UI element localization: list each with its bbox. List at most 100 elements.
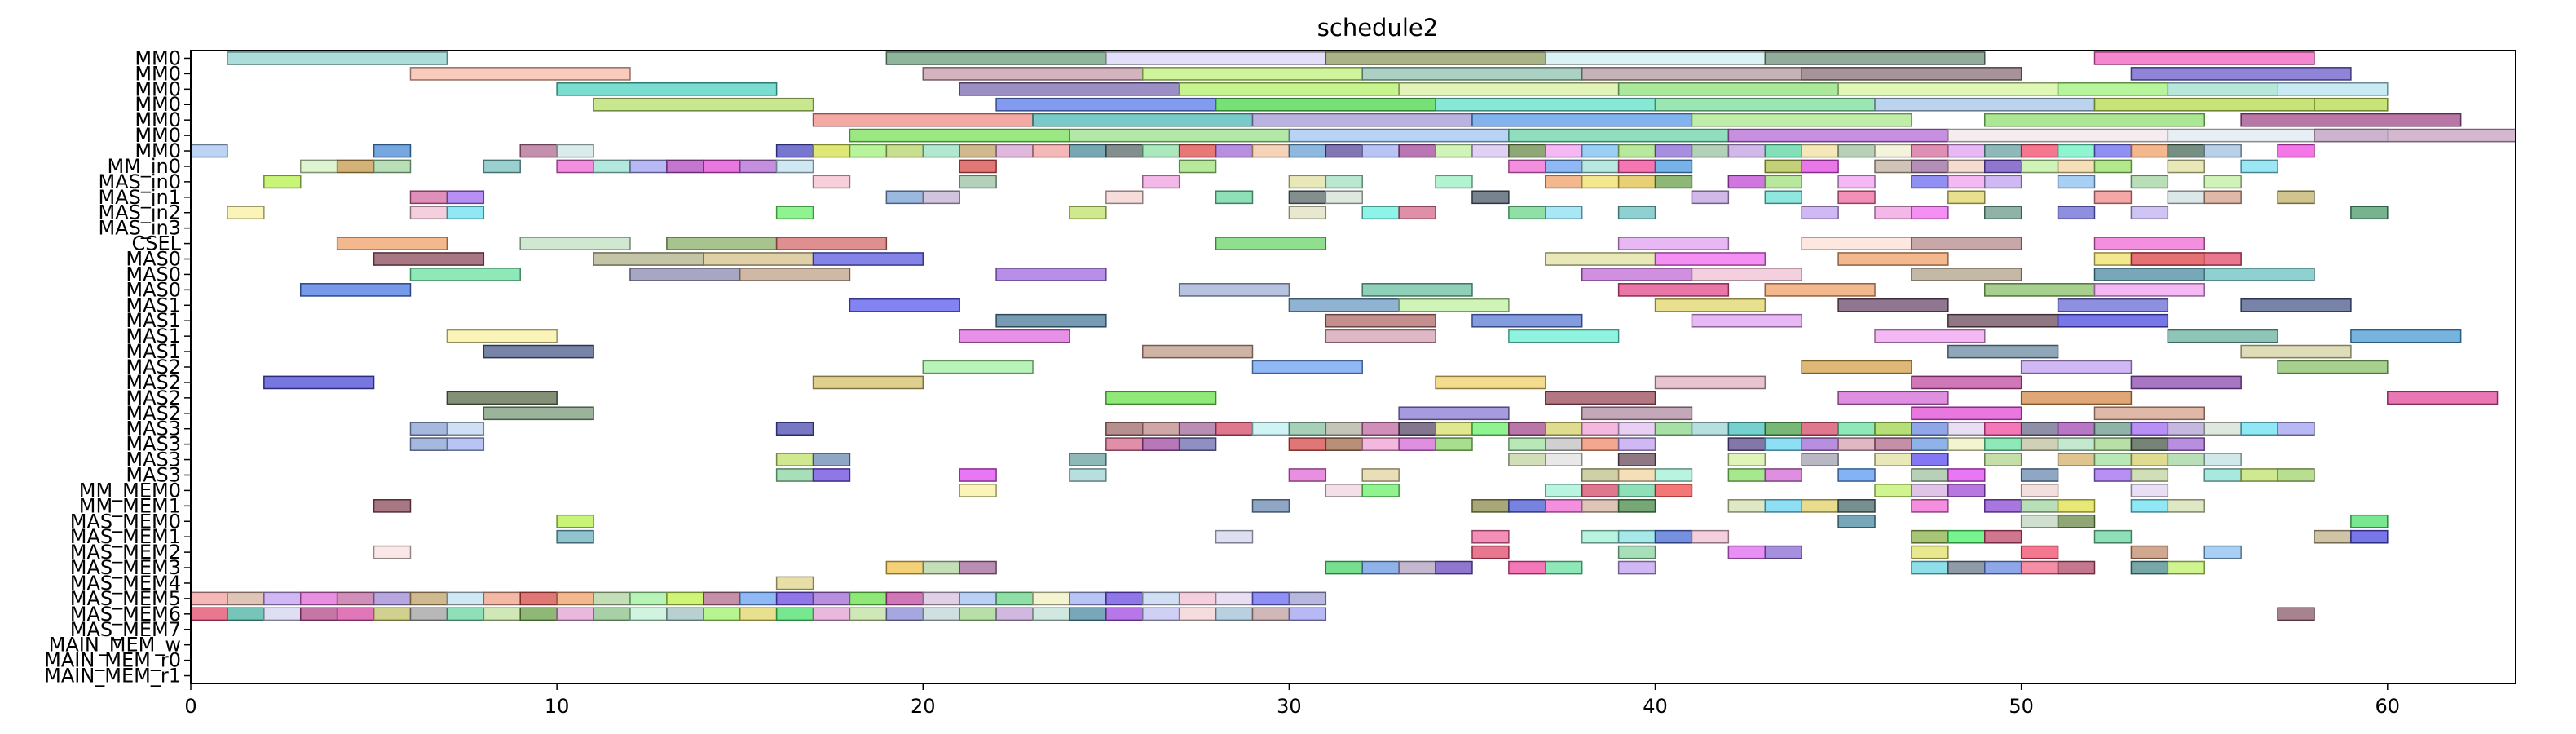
- task-bar: [1069, 144, 1107, 158]
- task-bar: [2350, 514, 2389, 528]
- y-tick-label: CSEL: [131, 232, 181, 255]
- task-bar: [995, 144, 1034, 158]
- task-bar: [849, 298, 960, 312]
- task-bar: [1581, 159, 1620, 174]
- task-bar: [1984, 283, 2096, 297]
- task-bar: [1105, 144, 1144, 158]
- task-bar: [1984, 453, 2022, 466]
- task-bar: [1325, 175, 1363, 189]
- task-bar: [1215, 144, 1254, 158]
- task-bar: [446, 206, 485, 220]
- task-bar: [775, 237, 888, 250]
- task-bar: [2167, 499, 2205, 513]
- task-bar: [885, 190, 924, 205]
- task-bar: [1727, 468, 1767, 482]
- task-bar: [1984, 529, 2022, 544]
- task-bar: [2277, 190, 2315, 205]
- task-bar: [446, 190, 485, 205]
- task-bar: [1069, 128, 1290, 143]
- task-bar: [2093, 159, 2133, 174]
- task-bar: [1874, 437, 1912, 451]
- task-bar: [2130, 484, 2169, 497]
- task-bar: [2167, 560, 2205, 575]
- y-tick-label: MM_in0: [107, 155, 181, 178]
- task-bar: [1141, 144, 1180, 158]
- task-bar: [373, 252, 485, 266]
- task-bar: [1251, 113, 1473, 127]
- y-tick-label: MAS2: [126, 387, 181, 409]
- task-bar: [373, 607, 412, 621]
- task-bar: [227, 206, 265, 220]
- task-bar: [1801, 237, 1912, 250]
- y-tick-label: MAS2: [126, 402, 181, 425]
- task-bar: [1617, 560, 1656, 575]
- task-bar: [2130, 175, 2169, 189]
- task-bar: [1361, 560, 1400, 575]
- task-bar: [1764, 51, 1986, 65]
- task-bar: [812, 175, 851, 189]
- task-bar: [1727, 437, 1767, 451]
- task-bar: [1764, 437, 1802, 451]
- task-bar: [556, 82, 778, 96]
- task-bar: [1508, 159, 1546, 174]
- task-bar: [1288, 175, 1327, 189]
- task-bar: [812, 144, 851, 158]
- task-bar: [1325, 437, 1363, 451]
- task-bar: [1947, 468, 1986, 482]
- task-bar: [812, 468, 851, 482]
- task-bar: [2130, 206, 2169, 220]
- task-bar: [593, 252, 704, 266]
- task-bar: [2240, 298, 2352, 312]
- task-bar: [1251, 360, 1363, 374]
- task-bar: [1215, 529, 1254, 544]
- task-bar: [1581, 499, 1620, 513]
- task-bar: [2350, 329, 2462, 343]
- task-bar: [2057, 514, 2096, 528]
- task-bar: [1398, 206, 1436, 220]
- task-bar: [2277, 607, 2315, 621]
- task-bar: [1032, 607, 1070, 621]
- task-bar: [995, 268, 1107, 281]
- task-bar: [2203, 545, 2242, 559]
- task-bar: [1727, 128, 1949, 143]
- task-bar: [299, 607, 338, 621]
- task-bar: [556, 607, 594, 621]
- task-bar: [2020, 545, 2059, 559]
- task-bar: [1691, 190, 1730, 205]
- task-bar: [2057, 453, 2096, 466]
- task-bar: [1435, 97, 1656, 112]
- task-bar: [446, 607, 485, 621]
- task-bar: [1105, 190, 1144, 205]
- task-bar: [1984, 113, 2205, 127]
- task-bar: [2240, 344, 2352, 359]
- y-tick-label: MAS1: [126, 294, 181, 316]
- task-bar: [812, 453, 851, 466]
- task-bar: [1727, 499, 1767, 513]
- task-bar: [1288, 206, 1327, 220]
- task-bar: [446, 591, 485, 606]
- task-bar: [2167, 453, 2205, 466]
- task-bar: [1911, 545, 1949, 559]
- task-bar: [1654, 252, 1767, 266]
- task-bar: [959, 82, 1180, 96]
- task-bar: [2057, 422, 2096, 436]
- task-bar: [263, 607, 302, 621]
- task-bar: [1545, 422, 1583, 436]
- task-bar: [1178, 82, 1400, 96]
- task-bar: [336, 591, 375, 606]
- task-bar: [1691, 313, 1802, 328]
- task-bar: [1251, 591, 1290, 606]
- task-bar: [849, 128, 1070, 143]
- task-bar: [1911, 159, 1949, 174]
- task-bar: [812, 252, 924, 266]
- task-bar: [995, 607, 1034, 621]
- task-bar: [2020, 144, 2059, 158]
- task-bar: [1105, 591, 1144, 606]
- task-bar: [2167, 437, 2205, 451]
- task-bar: [1654, 468, 1693, 482]
- task-bar: [336, 607, 375, 621]
- task-bar: [959, 591, 997, 606]
- task-bar: [775, 468, 814, 482]
- task-bar: [1251, 499, 1290, 513]
- task-bar: [1837, 468, 1876, 482]
